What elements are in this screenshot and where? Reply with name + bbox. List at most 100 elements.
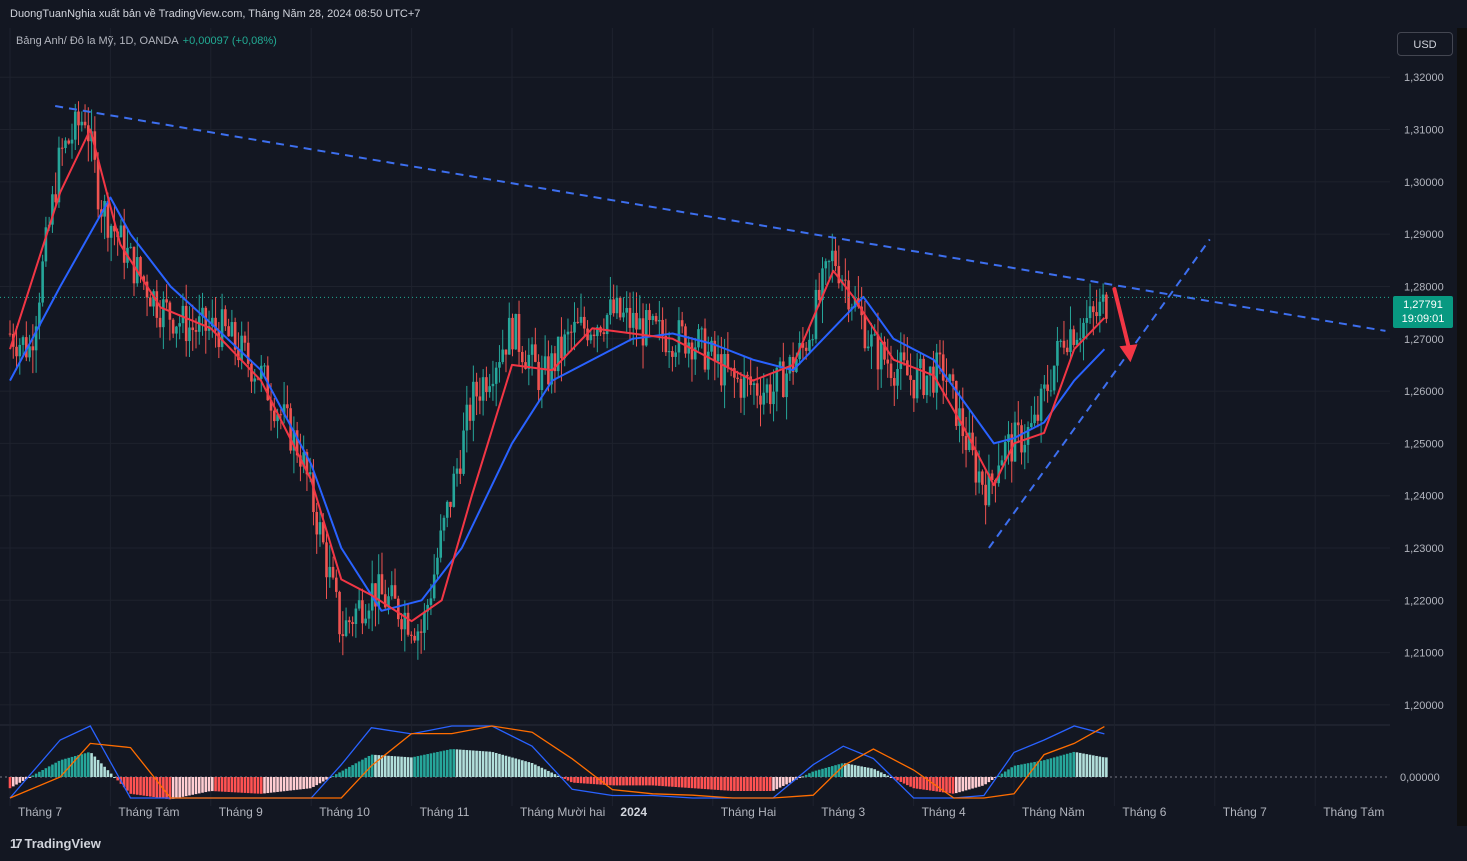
oscillator-bar: [1105, 757, 1108, 777]
candle-body: [915, 368, 919, 399]
down-arrow-icon: [1119, 344, 1138, 363]
oscillator-bar: [618, 777, 622, 786]
oscillator-bar: [38, 771, 41, 777]
oscillator-bar: [821, 768, 824, 777]
candle-body: [491, 383, 495, 387]
oscillator-bar: [191, 777, 195, 795]
candle-body: [517, 313, 521, 352]
candle-body: [775, 367, 779, 392]
candle-body: [25, 337, 28, 358]
currency-button[interactable]: USD: [1397, 32, 1453, 56]
oscillator-bar: [103, 766, 106, 777]
oscillator-bar: [609, 777, 612, 786]
candle-body: [436, 557, 439, 575]
oscillator-bar: [791, 777, 795, 782]
oscillator-bar: [817, 769, 821, 777]
candle-body: [149, 297, 152, 307]
candle-body: [782, 361, 785, 398]
candle-body: [716, 354, 720, 362]
publisher-line: DuongTuanNghia xuất bản về TradingView.c…: [10, 8, 421, 20]
candle-body: [1052, 365, 1056, 391]
candle-body: [426, 604, 429, 612]
oscillator-bar: [282, 777, 286, 792]
oscillator-bar: [902, 777, 906, 784]
candle-body: [83, 121, 87, 126]
tradingview-logo[interactable]: 17 TradingView: [10, 836, 101, 851]
oscillator-bar: [520, 760, 524, 777]
oscillator-bar: [302, 777, 305, 790]
candle-body: [475, 381, 478, 397]
candle-body: [377, 574, 381, 607]
oscillator-bar: [413, 756, 416, 777]
candle-body: [18, 344, 22, 357]
last-price-tag: 1,27791 19:09:01: [1393, 296, 1453, 328]
candle-body: [530, 344, 534, 355]
oscillator-bar: [602, 777, 606, 785]
candle-body: [677, 320, 681, 353]
candle-body: [295, 430, 299, 456]
oscillator-bar: [569, 777, 573, 783]
oscillator-bar: [276, 777, 279, 792]
candle-body: [253, 378, 257, 382]
candle-body: [367, 610, 371, 619]
candle-body: [129, 246, 133, 248]
oscillator-bar: [1075, 752, 1079, 777]
candle-body: [808, 339, 811, 351]
candle-body: [142, 276, 146, 282]
candle-body: [821, 268, 824, 301]
oscillator-bar: [18, 777, 22, 783]
candle-body: [348, 620, 351, 623]
candle-body: [1043, 384, 1046, 389]
oscillator-bar: [693, 777, 697, 789]
candle-body: [472, 381, 475, 421]
candle-body: [468, 404, 472, 421]
candle-body: [419, 631, 423, 633]
oscillator-bar: [364, 757, 367, 777]
oscillator-bar: [318, 777, 322, 784]
candle-body: [1056, 340, 1059, 366]
oscillator-bar: [576, 777, 580, 783]
candle-body: [684, 326, 687, 354]
candle-body: [772, 391, 775, 405]
candle-body: [631, 312, 635, 328]
oscillator-bar: [122, 777, 126, 788]
price-chart[interactable]: 1,32000 1,31000 1,30000 1,29000 1,28000 1,270…: [0, 28, 1457, 826]
candle-body: [237, 349, 240, 361]
candle-body: [344, 620, 348, 637]
candle-body: [749, 376, 753, 386]
candle-body: [641, 318, 645, 346]
oscillator-bar: [615, 777, 619, 786]
x-tick-label: Tháng Mười hai: [520, 805, 605, 819]
oscillator-bar: [948, 777, 952, 794]
candle-body: [543, 356, 547, 370]
oscillator-bar: [188, 777, 191, 796]
candle-body: [243, 335, 247, 343]
oscillator-bar: [631, 777, 635, 786]
candle-body: [364, 618, 367, 624]
chart-area[interactable]: 1,32000 1,31000 1,30000 1,29000 1,28000 1,270…: [0, 28, 1457, 826]
oscillator-bar: [224, 777, 227, 792]
candle-body: [1013, 422, 1017, 462]
oscillator-bar: [697, 777, 700, 789]
oscillator-bar: [135, 777, 139, 795]
candle-body: [814, 289, 818, 340]
oscillator-bar: [550, 772, 553, 777]
y-tick-label: 1,22000: [1404, 595, 1444, 607]
oscillator-bar: [90, 753, 93, 777]
candle-body: [560, 336, 563, 359]
candle-body: [318, 522, 322, 535]
oscillator-bar: [534, 764, 537, 777]
oscillator-bar: [387, 755, 390, 777]
candle-body: [28, 346, 31, 358]
candle-body: [286, 404, 289, 409]
candle-body: [596, 327, 599, 337]
oscillator-bar: [530, 763, 534, 777]
oscillator-bar: [537, 766, 540, 777]
candle-body: [70, 139, 74, 144]
candle-body: [67, 140, 71, 144]
oscillator-bar: [455, 749, 459, 777]
oscillator-bar: [742, 777, 746, 791]
y-tick-label: 1,28000: [1404, 281, 1444, 293]
candle-body: [834, 250, 837, 267]
candle-body: [139, 257, 142, 277]
